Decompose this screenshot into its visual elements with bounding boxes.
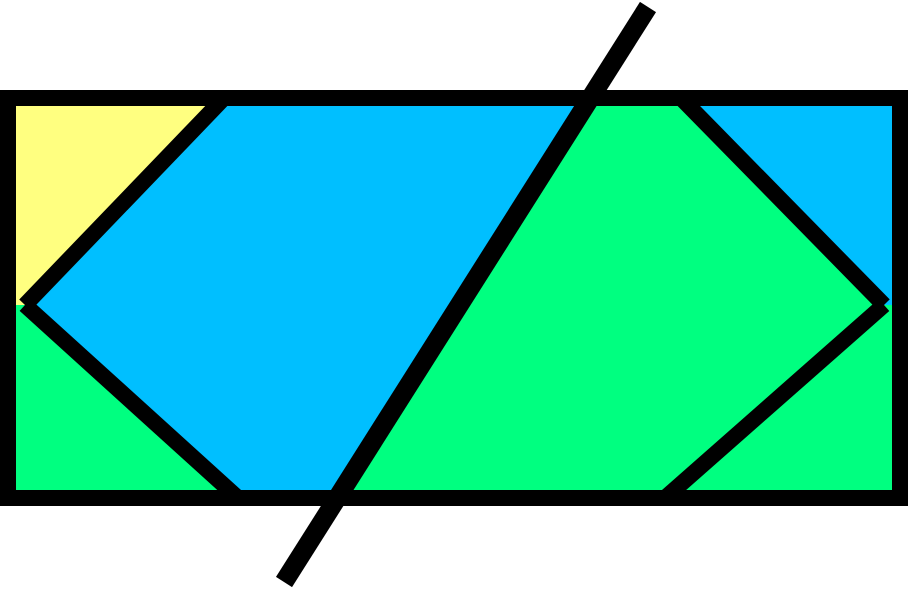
diagonal-top-left	[19, 92, 230, 311]
diagonal-bottom-right	[659, 298, 890, 505]
diagonal-top-right	[675, 92, 890, 311]
region-left-hexagon	[25, 98, 585, 498]
diagonal-bottom-left	[19, 299, 244, 504]
outer-rectangle	[0, 90, 908, 506]
region-center-quadrilateral	[342, 98, 884, 498]
boundary-lines	[0, 90, 908, 506]
cutting-line	[275, 1, 657, 588]
